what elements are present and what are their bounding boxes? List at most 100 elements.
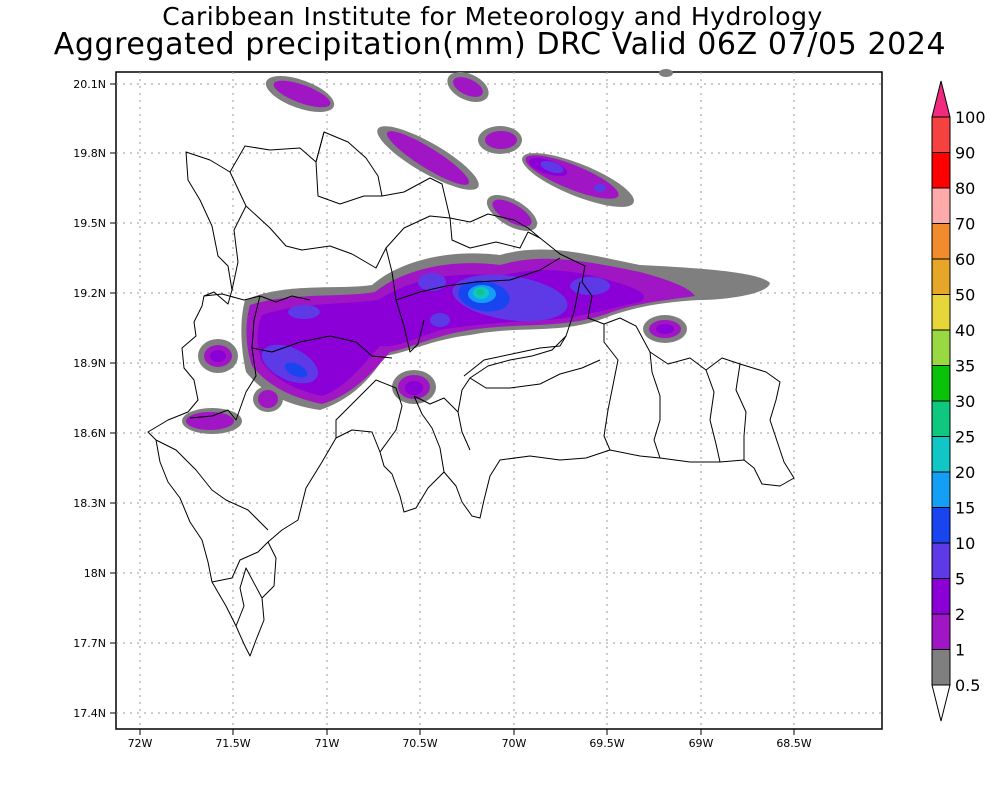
grid-lines (116, 72, 882, 729)
province-line (469, 359, 601, 389)
precip-area (210, 350, 226, 362)
province-line (251, 335, 393, 359)
y-tick-label: 17.4N (73, 707, 106, 720)
y-tick-label: 18.3N (73, 497, 106, 510)
colorbar-swatch (931, 436, 951, 473)
colorbar-label: 25 (955, 428, 975, 447)
colorbar-cap-bottom (931, 684, 951, 722)
province-line (735, 363, 747, 460)
province-line (235, 567, 263, 627)
colorbar-swatch (931, 258, 951, 295)
x-tick-label: 69W (689, 737, 714, 750)
province-line (315, 131, 382, 205)
precip-area (453, 77, 483, 97)
precip-area (284, 362, 308, 378)
precip-area (430, 313, 450, 327)
colorbar-label: 90 (955, 144, 975, 163)
x-tick-label: 71.5W (215, 737, 250, 750)
province-boundaries (147, 131, 795, 657)
colorbar-label: 35 (955, 357, 975, 376)
province-line (649, 351, 661, 459)
province-line (413, 395, 445, 473)
precip-area (258, 390, 278, 408)
colorbar-label: 100 (955, 108, 986, 127)
province-line (335, 379, 403, 453)
colorbar-swatch (931, 400, 951, 437)
colorbar-swatch (931, 329, 951, 366)
precip-area (288, 305, 320, 319)
colorbar-label: 80 (955, 179, 975, 198)
province-line (385, 247, 425, 353)
y-tick-label: 18.6N (73, 427, 106, 440)
y-tick-label: 20.1N (73, 78, 106, 91)
precipitation-layer (182, 69, 771, 434)
colorbar-swatch (931, 613, 951, 650)
colorbar-label: 50 (955, 286, 975, 305)
precip-area (492, 199, 532, 227)
province-line (449, 217, 541, 249)
colorbar-label: 70 (955, 215, 975, 234)
y-tick-label: 18N (84, 567, 106, 580)
x-tick-label: 68.5W (776, 737, 811, 750)
country-outline (147, 131, 795, 657)
precip-area (476, 289, 484, 295)
colorbar-legend: 100 90 80 70 60 50 40 35 30 25 20 15 10 5 2 1 0.5 (931, 80, 986, 722)
colorbar-label: 5 (955, 570, 965, 589)
precip-area (594, 184, 606, 192)
colorbar-swatch (931, 223, 951, 260)
colorbar-label: 30 (955, 392, 975, 411)
province-line (189, 295, 261, 421)
precip-area (659, 69, 673, 77)
colorbar-swatch (931, 471, 951, 508)
colorbar-swatch (931, 365, 951, 402)
x-tick-label: 70.5W (402, 737, 437, 750)
province-line (413, 395, 459, 413)
precip-area (485, 131, 517, 149)
colorbar-label: 0.5 (955, 676, 980, 695)
colorbar-label: 1 (955, 641, 965, 660)
y-tick-label: 19.2N (73, 287, 106, 300)
colorbar-label: 15 (955, 499, 975, 518)
province-line (603, 324, 619, 451)
x-tick-label: 70W (502, 737, 527, 750)
x-tick-label: 72W (128, 737, 153, 750)
x-tick-label: 71W (315, 737, 340, 750)
chart-subtitle: Aggregated precipitation(mm) DRC Valid 0… (53, 27, 947, 62)
colorbar-label: 10 (955, 534, 975, 553)
province-line (211, 541, 269, 583)
y-tick-label: 19.5N (73, 217, 106, 230)
colorbar-swatch (931, 187, 951, 224)
precip-area (386, 131, 470, 185)
precip-area (540, 160, 564, 174)
x-tick-label: 69.5W (589, 737, 624, 750)
colorbar-swatch (931, 578, 951, 615)
province-line (395, 257, 561, 301)
province-line (463, 281, 581, 377)
longitude-axis: 72W 71.5W 71W 70.5W 70W 69.5W 69W 68.5W (128, 729, 812, 750)
y-tick-label: 19.8N (73, 147, 106, 160)
province-line (155, 439, 269, 531)
chart-title: Caribbean Institute for Meteorology and … (162, 2, 823, 31)
map-frame (115, 71, 883, 730)
colorbar-swatch (931, 116, 951, 153)
colorbar-swatch (931, 507, 951, 544)
precip-area (418, 273, 446, 291)
precip-area (186, 412, 234, 430)
province-line (229, 171, 451, 269)
province-line (705, 369, 721, 463)
colorbar-swatch (931, 542, 951, 579)
colorbar-cap-top (931, 80, 951, 118)
colorbar-label: 20 (955, 463, 975, 482)
precip-area (405, 381, 423, 395)
precip-area (273, 80, 331, 108)
precip-area (570, 277, 610, 295)
colorbar-label: 60 (955, 250, 975, 269)
precip-area (656, 324, 674, 334)
y-tick-label: 18.9N (73, 357, 106, 370)
colorbar-swatch (931, 649, 951, 686)
colorbar-label: 40 (955, 321, 975, 340)
province-line (231, 205, 247, 291)
province-line (457, 335, 567, 451)
colorbar-swatch (931, 294, 951, 331)
